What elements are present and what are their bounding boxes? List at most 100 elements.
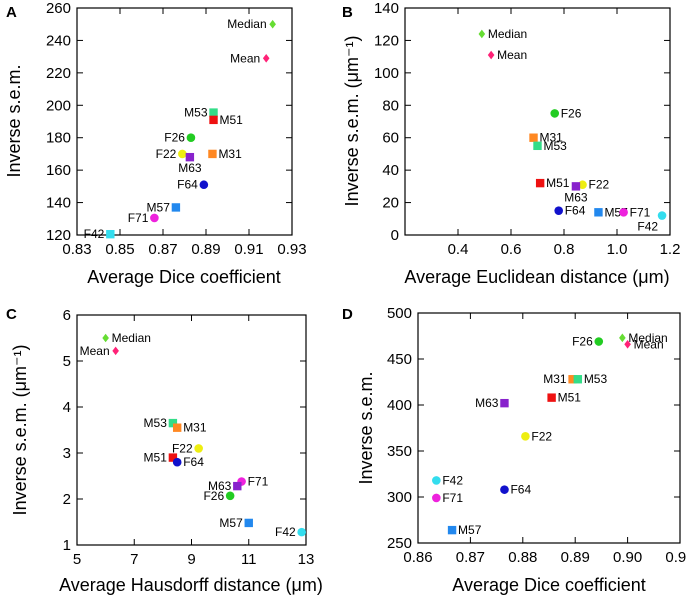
point-label-m57: M57 bbox=[458, 523, 482, 537]
point-label-f64: F64 bbox=[565, 204, 586, 218]
panel-letter-b: B bbox=[342, 4, 353, 21]
point-label-f71: F71 bbox=[248, 475, 269, 489]
point-f42 bbox=[432, 476, 441, 485]
point-label-f71: F71 bbox=[128, 211, 149, 225]
y-tick-label: 140 bbox=[374, 0, 399, 17]
x-tick-label: 0.91 bbox=[234, 241, 263, 258]
point-label-m51: M51 bbox=[220, 113, 244, 127]
point-f71 bbox=[619, 208, 628, 217]
point-label-m53: M53 bbox=[544, 139, 568, 153]
point-label-f22: F22 bbox=[531, 429, 552, 443]
y-tick-label: 5 bbox=[63, 353, 71, 370]
x-tick-label: 7 bbox=[130, 551, 138, 568]
y-axis-label-c: Inverse s.e.m. (μm⁻¹) bbox=[10, 345, 30, 516]
plot-frame-b bbox=[404, 7, 671, 236]
point-mean bbox=[487, 50, 495, 60]
panel-b: B 0.4 0.6 0.8 1.0 1.2 0 20 40 60 80 100 120 140 Med… bbox=[342, 0, 680, 287]
y-tick-label: 60 bbox=[382, 130, 399, 147]
point-m31 bbox=[208, 149, 217, 159]
x-tick-label: 0.83 bbox=[62, 241, 91, 258]
point-f22 bbox=[178, 149, 187, 159]
y-tick-label: 4 bbox=[63, 399, 71, 416]
y-tick-label: 1 bbox=[63, 537, 71, 554]
point-label-m31: M31 bbox=[543, 372, 567, 386]
point-m31 bbox=[172, 423, 182, 432]
y-axis-label-b: Inverse s.e.m. (μm⁻¹) bbox=[342, 36, 362, 207]
x-tick-label: 13 bbox=[298, 551, 315, 568]
point-f64 bbox=[199, 180, 209, 190]
point-label-median: Median bbox=[112, 331, 151, 345]
y-tick-label: 40 bbox=[382, 162, 399, 179]
point-label-f26: F26 bbox=[203, 489, 224, 503]
point-f26 bbox=[550, 109, 560, 118]
point-f64 bbox=[554, 206, 563, 215]
y-tick-label: 220 bbox=[46, 65, 71, 82]
y-tick-label: 120 bbox=[46, 227, 71, 244]
x-axis-label-a: Average Dice coefficient bbox=[87, 267, 280, 287]
point-label-f64: F64 bbox=[510, 483, 531, 497]
y-ticks-b: 0 20 40 60 80 100 120 140 bbox=[374, 0, 670, 244]
point-f64 bbox=[172, 457, 182, 467]
point-f42 bbox=[657, 211, 667, 220]
x-ticks-c: 5 7 9 11 13 bbox=[73, 315, 315, 568]
x-tick-label: 1.2 bbox=[660, 241, 681, 258]
x-ticks-d: 0.86 0.87 0.88 0.89 0.90 0.91 bbox=[403, 313, 686, 566]
point-f22 bbox=[578, 180, 587, 190]
x-tick-label: 0.6 bbox=[501, 241, 522, 258]
point-label-f64: F64 bbox=[183, 455, 204, 469]
point-m31 bbox=[529, 133, 538, 142]
point-m57 bbox=[171, 203, 181, 212]
point-m63 bbox=[571, 182, 581, 191]
point-f42 bbox=[106, 229, 115, 239]
x-tick-label: 1.0 bbox=[607, 241, 628, 258]
y-ticks-c: 1 2 3 4 5 6 bbox=[63, 307, 306, 554]
point-label-mean: Mean bbox=[497, 48, 527, 62]
point-mean bbox=[624, 339, 631, 349]
point-label-m51: M51 bbox=[144, 451, 168, 465]
y-tick-label: 100 bbox=[374, 65, 399, 82]
point-label-mean: Mean bbox=[80, 344, 110, 358]
x-tick-label: 0.87 bbox=[148, 241, 177, 258]
point-label-m57: M57 bbox=[147, 200, 171, 214]
point-f22 bbox=[521, 431, 530, 441]
y-tick-label: 80 bbox=[382, 97, 399, 114]
point-m51 bbox=[535, 178, 545, 188]
y-tick-label: 200 bbox=[46, 97, 71, 114]
y-tick-label: 140 bbox=[46, 195, 71, 212]
panel-a: A 0.83 0.85 0.87 0.89 0.91 0.93 120 140 160 180 2… bbox=[4, 0, 307, 287]
y-tick-label: 450 bbox=[387, 351, 412, 368]
plot-frame-a bbox=[76, 7, 293, 236]
y-tick-label: 300 bbox=[387, 489, 412, 506]
point-m57 bbox=[447, 525, 457, 535]
point-label-m31: M31 bbox=[540, 131, 564, 145]
point-label-f22: F22 bbox=[172, 441, 193, 455]
panel-letter-a: A bbox=[6, 4, 17, 21]
y-tick-label: 120 bbox=[374, 32, 399, 49]
point-m53 bbox=[573, 375, 583, 384]
point-m53 bbox=[209, 108, 218, 117]
y-tick-label: 0 bbox=[391, 227, 399, 244]
point-m53 bbox=[168, 418, 178, 428]
point-label-m31: M31 bbox=[183, 421, 207, 435]
y-tick-label: 250 bbox=[387, 535, 412, 552]
point-label-f26: F26 bbox=[561, 106, 582, 120]
point-label-median: Median bbox=[488, 27, 527, 41]
x-ticks-a: 0.83 0.85 0.87 0.89 0.91 0.93 bbox=[62, 8, 307, 258]
point-label-f26: F26 bbox=[572, 335, 593, 349]
point-f26 bbox=[225, 491, 235, 501]
point-mean bbox=[262, 53, 270, 63]
x-tick-label: 9 bbox=[187, 551, 195, 568]
point-label-m57: M57 bbox=[219, 516, 243, 530]
y-tick-label: 2 bbox=[63, 491, 71, 508]
point-median bbox=[478, 29, 486, 39]
y-axis-label-d: Inverse s.e.m. bbox=[356, 371, 376, 484]
y-tick-label: 20 bbox=[382, 195, 399, 212]
y-tick-label: 180 bbox=[46, 130, 71, 147]
x-tick-label: 0.86 bbox=[403, 549, 432, 566]
point-m51 bbox=[168, 453, 178, 462]
y-ticks-d: 250 300 350 400 450 500 bbox=[387, 305, 680, 552]
point-m63 bbox=[185, 152, 195, 162]
